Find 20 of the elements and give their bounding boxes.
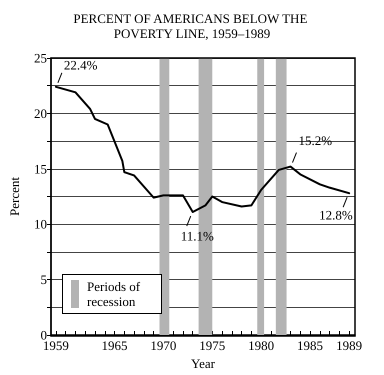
x-tick-label: 1985 (297, 338, 324, 353)
legend-title: Periods of recession (87, 279, 142, 309)
annotation: 11.1% (180, 228, 214, 244)
y-tick-label: 20 (34, 106, 47, 121)
x-axis-title: Year (191, 356, 216, 371)
x-tick-label: 1975 (199, 338, 226, 353)
chart-title: PERCENT OF AMERICANS BELOW THE POVERTY LINE, 1959–1989 (73, 11, 311, 41)
annotation: 22.4% (64, 57, 98, 72)
y-tick-label: 15 (34, 161, 47, 176)
annotation: 12.8% (319, 208, 353, 223)
x-tick-label: 1980 (248, 338, 274, 353)
x-tick-label: 1965 (102, 338, 128, 353)
y-tick-label: 10 (34, 216, 47, 232)
x-tick-label: 1970 (150, 338, 176, 353)
x-tick-label: 1989 (336, 338, 362, 353)
key-box: Periods of recession (62, 274, 162, 314)
y-axis-title: Percent (7, 176, 22, 216)
y-tick-label: 5 (40, 272, 47, 288)
y-tick-label: 0 (40, 328, 47, 342)
y-tick-label: 25 (34, 50, 47, 66)
